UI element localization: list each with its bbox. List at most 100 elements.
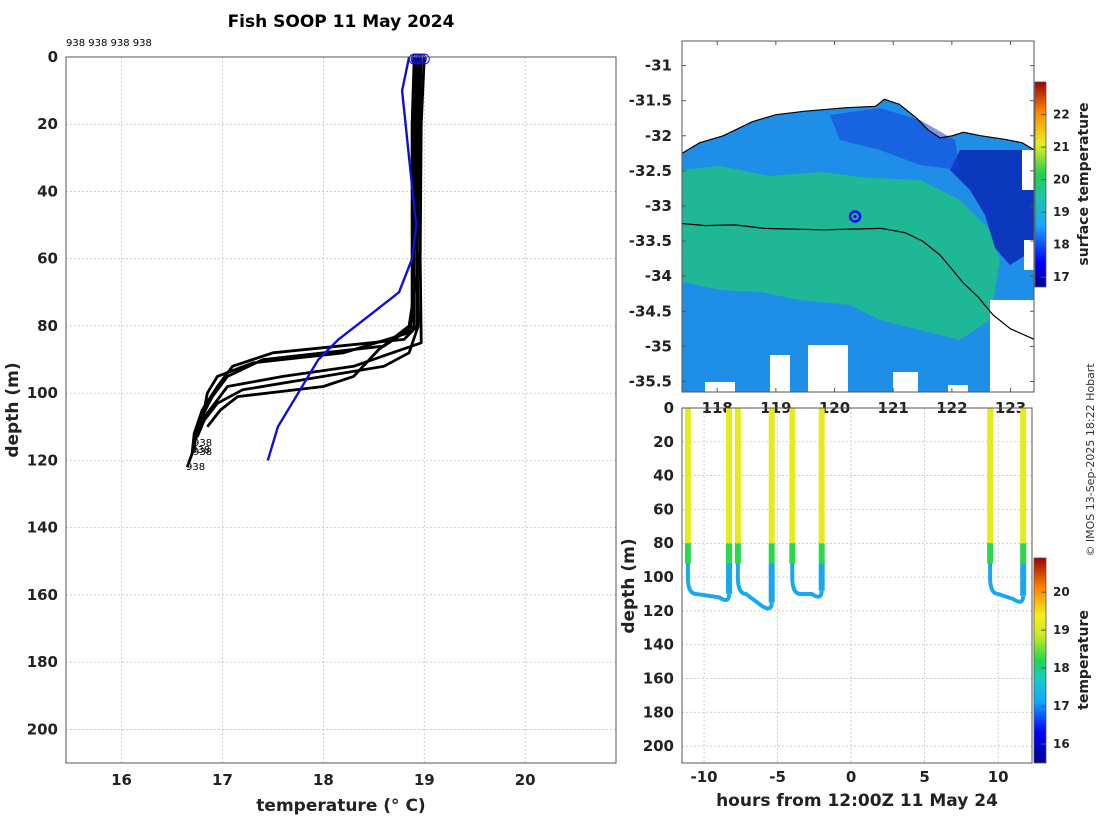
profile-frame <box>65 56 617 764</box>
profile-line <box>190 56 421 454</box>
temperature-colorbar <box>1033 557 1047 764</box>
depth-time-x-ticks: -10 -5 0 5 10 <box>691 768 1009 786</box>
y-tick-label: 120 <box>27 451 58 469</box>
y-tick-label: 200 <box>27 720 58 738</box>
temperature-colorbar-tick-label: 19 <box>1053 623 1070 637</box>
cloud-mask-patch <box>1022 150 1034 190</box>
profile-y-ticks: 0 20 40 60 80 100 120 140 160 180 200 <box>27 48 58 738</box>
y-tick-label: 60 <box>37 250 58 268</box>
cast-bottom-cold <box>685 563 732 603</box>
y-tick-label: 0 <box>48 48 58 66</box>
sst-colorbar-ticks: 17 18 19 20 21 22 <box>1041 108 1070 284</box>
x-tick-label: 0 <box>846 768 856 786</box>
depth-time-frame <box>681 407 1033 764</box>
x-tick-label: 20 <box>515 771 536 789</box>
profile-grid <box>66 56 616 763</box>
y-tick-label: 200 <box>643 737 674 755</box>
cast-bottom-cold <box>735 563 774 611</box>
map-lat-label: -32 <box>645 127 672 145</box>
profile-end-label: 938 <box>191 445 210 456</box>
sst-colorbar-tick-label: 19 <box>1053 205 1070 219</box>
x-tick-label: 10 <box>988 768 1009 786</box>
sst-colorbar-tick-label: 22 <box>1053 108 1070 122</box>
sst-colorbar-tick-label: 21 <box>1053 140 1070 154</box>
map-frame <box>681 40 1035 393</box>
x-tick-label: -10 <box>691 768 718 786</box>
depth-time-panel: -10 -5 0 5 10 0 20 40 60 80 100 120 140 160 180 200 ho… <box>619 399 1092 811</box>
credit-text: © IMOS 13-Sep-2025 18:22 Hobart <box>1084 363 1097 557</box>
temperature-colorbar-tick-label: 16 <box>1053 737 1070 751</box>
x-tick-label: 17 <box>212 771 233 789</box>
y-tick-label: 100 <box>643 568 674 586</box>
depth-time-y-label: depth (m) <box>619 538 639 633</box>
depth-time-y-ticks: 0 20 40 60 80 100 120 140 160 180 200 <box>643 399 674 755</box>
map-lat-label: -31.5 <box>629 92 672 110</box>
y-tick-label: 160 <box>643 669 674 687</box>
profile-panel: Fish SOOP 11 May 2024 938 938 938 938 93… <box>3 12 617 816</box>
cloud-mask-patch <box>1024 240 1034 270</box>
map-lat-label: -34.5 <box>629 302 672 320</box>
warm-water-band <box>682 166 1000 340</box>
y-tick-label: 20 <box>37 115 58 133</box>
depth-time-grid <box>682 407 1032 763</box>
profile-end-label: 938 <box>193 438 212 449</box>
depth-time-x-label: hours from 12:00Z 11 May 24 <box>716 791 998 811</box>
y-tick-label: 80 <box>653 534 674 552</box>
y-tick-label: 100 <box>27 384 58 402</box>
sst-colorbar-tick-label: 17 <box>1053 270 1070 284</box>
sst-colorbar-tick-label: 20 <box>1053 173 1070 187</box>
ship-position-dot <box>853 214 857 219</box>
cloud-mask-patch <box>705 382 735 392</box>
y-tick-label: 20 <box>653 433 674 451</box>
map-panel: -31 -31.5 -32 -32.5 -33 -33.5 -34 -34.5 -35 -35.5… <box>629 40 1092 417</box>
reference-profile-line <box>266 56 418 461</box>
y-tick-label: 60 <box>653 500 674 518</box>
temperature-colorbar-tick-label: 18 <box>1053 661 1070 675</box>
profile-line <box>195 56 423 438</box>
map-lat-label: -34 <box>645 267 672 285</box>
cold-water-north <box>830 108 960 170</box>
cloud-mask-patch <box>893 372 918 392</box>
chart-title: Fish SOOP 11 May 2024 <box>228 12 455 32</box>
temperature-colorbar-label: temperature <box>1076 610 1092 710</box>
x-tick-label: 18 <box>313 771 334 789</box>
y-tick-label: 160 <box>27 586 58 604</box>
x-tick-label: 16 <box>111 771 132 789</box>
profile-end-label: 938 <box>193 447 212 458</box>
temperature-colorbar-ticks: 16 17 18 19 20 <box>1041 585 1070 751</box>
y-tick-label: 140 <box>643 636 674 654</box>
surface-marker <box>411 53 423 65</box>
profile-x-label: temperature (° C) <box>256 796 425 816</box>
map-lat-ticks: -31 -31.5 -32 -32.5 -33 -33.5 -34 -34.5 -35 -35.5 <box>629 57 1034 390</box>
cloud-mask <box>705 150 1034 392</box>
temperature-colorbar-tick-label: 17 <box>1053 699 1070 713</box>
x-tick-label: -5 <box>769 768 786 786</box>
y-tick-label: 40 <box>37 182 58 200</box>
sst-colorbar-label: surface temperature <box>1076 102 1092 265</box>
sst-colorbar <box>1034 81 1047 288</box>
map-lat-label: -31 <box>645 57 672 75</box>
map-lat-label: -35 <box>645 337 672 355</box>
cloud-mask-patch <box>990 300 1034 392</box>
x-tick-label: 5 <box>919 768 929 786</box>
sst-colorbar-tick-label: 18 <box>1053 238 1070 252</box>
profile-series <box>185 56 426 468</box>
map-lat-label: -33 <box>645 197 672 215</box>
y-tick-label: 180 <box>27 653 58 671</box>
sst-field <box>682 98 1034 392</box>
profile-surface-markers <box>408 53 430 65</box>
cloud-mask-patch <box>948 385 968 392</box>
surface-marker <box>408 53 420 65</box>
y-tick-label: 140 <box>27 519 58 537</box>
depth-time-casts <box>684 408 1027 611</box>
surface-marker <box>415 53 427 65</box>
y-tick-label: 40 <box>653 467 674 485</box>
profile-y-label: depth (m) <box>3 362 23 457</box>
temperature-colorbar-tick-label: 20 <box>1053 585 1070 599</box>
x-tick-label: 19 <box>414 771 435 789</box>
y-tick-label: 80 <box>37 317 58 335</box>
y-tick-label: 0 <box>664 399 674 417</box>
profile-x-ticks: 16 17 18 19 20 <box>111 771 536 789</box>
